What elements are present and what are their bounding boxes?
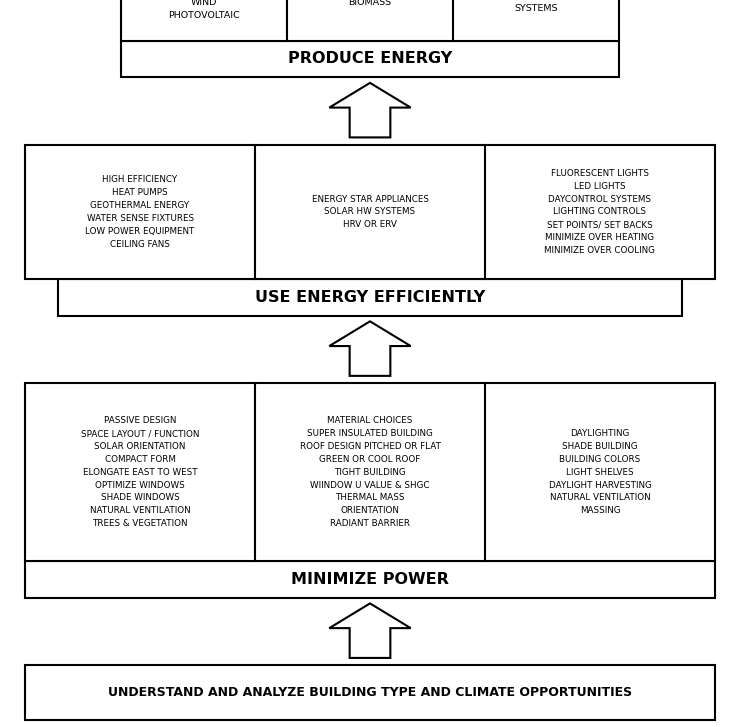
Text: FLUORESCENT LIGHTS
LED LIGHTS
DAYCONTROL SYSTEMS
LIGHTING CONTROLS
SET POINTS/ S: FLUORESCENT LIGHTS LED LIGHTS DAYCONTROL… <box>545 169 656 255</box>
Polygon shape <box>329 321 411 376</box>
Text: SOLAR
SYSTEMS: SOLAR SYSTEMS <box>514 0 557 13</box>
Bar <box>25 561 715 598</box>
Polygon shape <box>329 83 411 137</box>
Bar <box>121 0 619 41</box>
Text: RENEWABLE
WIND
PHOTOVOLTAIC: RENEWABLE WIND PHOTOVOLTAIC <box>169 0 240 20</box>
Bar <box>25 665 715 720</box>
Text: UNDERSTAND AND ANALYZE BUILDING TYPE AND CLIMATE OPPORTUNITIES: UNDERSTAND AND ANALYZE BUILDING TYPE AND… <box>108 686 632 699</box>
Text: DAYLIGHTING
SHADE BUILDING
BUILDING COLORS
LIGHT SHELVES
DAYLIGHT HARVESTING
NAT: DAYLIGHTING SHADE BUILDING BUILDING COLO… <box>548 429 651 515</box>
Text: ENERGY STAR APPLIANCES
SOLAR HW SYSTEMS
HRV OR ERV: ENERGY STAR APPLIANCES SOLAR HW SYSTEMS … <box>312 195 428 229</box>
Text: MATERIAL CHOICES
SUPER INSULATED BUILDING
ROOF DESIGN PITCHED OR FLAT
GREEN OR C: MATERIAL CHOICES SUPER INSULATED BUILDIN… <box>300 417 440 528</box>
Text: MINIMIZE POWER: MINIMIZE POWER <box>291 572 449 587</box>
Text: HIGH EFFICIENCY
HEAT PUMPS
GEOTHERMAL ENERGY
WATER SENSE FIXTURES
LOW POWER EQUI: HIGH EFFICIENCY HEAT PUMPS GEOTHERMAL EN… <box>85 175 195 249</box>
Bar <box>121 41 619 77</box>
Polygon shape <box>329 603 411 658</box>
Text: USE ENERGY EFFICIENTLY: USE ENERGY EFFICIENTLY <box>255 290 485 305</box>
Text: PASSIVE DESIGN
SPACE LAYOUT / FUNCTION
SOLAR ORIENTATION
COMPACT FORM
ELONGATE E: PASSIVE DESIGN SPACE LAYOUT / FUNCTION S… <box>81 417 199 528</box>
Bar <box>58 279 682 316</box>
Bar <box>25 383 715 561</box>
Bar <box>25 145 715 279</box>
Text: BIOMASS: BIOMASS <box>349 0 391 7</box>
Text: PRODUCE ENERGY: PRODUCE ENERGY <box>288 52 452 66</box>
